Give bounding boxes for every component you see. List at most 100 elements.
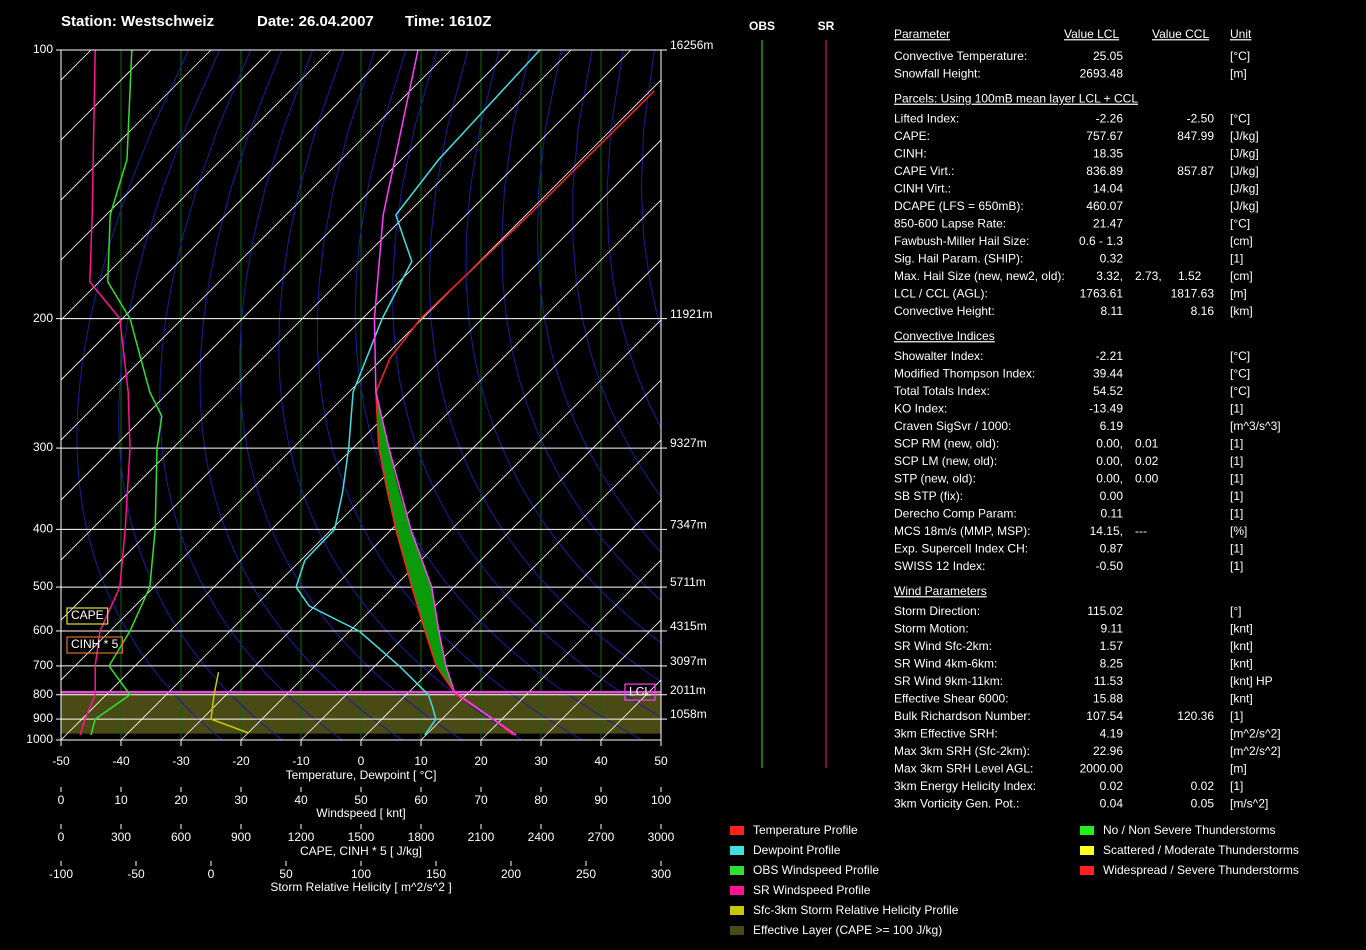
param-label: CINH: xyxy=(894,147,927,161)
dry-adiabat xyxy=(606,50,661,429)
y-tick-label: 200 xyxy=(33,311,53,325)
dry-adiabat xyxy=(572,50,661,498)
height-label: 5711m xyxy=(670,575,706,589)
axis-tick-label: 150 xyxy=(426,867,446,881)
param-label: SCP LM (new, old): xyxy=(894,454,997,468)
param-value: 9.11 xyxy=(1101,622,1124,636)
param-value: 0.11 xyxy=(1101,507,1124,521)
axis-tick-label: 100 xyxy=(651,793,671,807)
param-value: 0.02 xyxy=(1100,779,1124,793)
param-value: 1.57 xyxy=(1100,639,1124,653)
param-unit: [1] xyxy=(1230,472,1243,486)
param-unit: [m] xyxy=(1230,287,1247,301)
param-unit: [m] xyxy=(1230,762,1247,776)
param-value: 14.15, xyxy=(1090,524,1123,538)
param-value: 8.25 xyxy=(1100,657,1124,671)
param-label: MCS 18m/s (MMP, MSP): xyxy=(894,524,1030,538)
isotherm xyxy=(420,499,661,740)
param-value: 0.6 - 1.3 xyxy=(1079,234,1123,248)
param-unit: [m] xyxy=(1230,67,1247,81)
axis-tick-label: 1200 xyxy=(288,830,315,844)
param-unit: [1] xyxy=(1230,779,1243,793)
param-unit: [1] xyxy=(1230,709,1243,723)
y-tick-label: 600 xyxy=(33,623,53,637)
param-value: 847.99 xyxy=(1177,129,1214,143)
dry-adiabat xyxy=(354,50,643,740)
param-label: 850-600 Lapse Rate: xyxy=(894,217,1006,231)
param-label: Convective Temperature: xyxy=(894,49,1027,63)
y-tick-label: 500 xyxy=(33,579,53,593)
param-label: Effective Shear 6000: xyxy=(894,692,1009,706)
dry-adiabat xyxy=(501,50,661,602)
param-unit: [m^2/s^2] xyxy=(1230,727,1281,741)
param-label: Modified Thompson Index: xyxy=(894,367,1035,381)
height-label: 2011m xyxy=(670,683,706,697)
legend-swatch xyxy=(1080,826,1094,835)
isotherm xyxy=(240,319,661,740)
profile-line xyxy=(373,50,517,736)
isotherm-extra xyxy=(61,50,632,621)
param-value: 107.54 xyxy=(1086,709,1123,723)
dry-adiabat xyxy=(118,50,283,740)
profile-line xyxy=(90,50,163,736)
height-label: 7347m xyxy=(670,518,707,532)
axis-label: Temperature, Dewpoint [ °C] xyxy=(286,768,437,782)
param-value: 757.67 xyxy=(1086,129,1123,143)
axis-label: Storm Relative Helicity [ m^2/s^2 ] xyxy=(270,880,451,894)
isotherm-extra xyxy=(61,50,452,441)
param-label: Max. Hail Size (new, new2, old): xyxy=(894,269,1065,283)
axis-tick-label: -50 xyxy=(127,867,145,881)
param-unit: [1] xyxy=(1230,454,1243,468)
x-tick-label: 0 xyxy=(358,754,365,768)
y-tick-label: 700 xyxy=(33,658,53,672)
legend-swatch xyxy=(730,926,744,935)
annotation-label: CINH * 5 xyxy=(71,637,119,651)
param-value: 1763.61 xyxy=(1080,287,1124,301)
isotherm xyxy=(180,259,661,740)
param-value: 0.00, xyxy=(1096,454,1123,468)
param-value: 0.05 xyxy=(1191,797,1215,811)
param-label: DCAPE (LFS = 650mB): xyxy=(894,199,1024,213)
axis-tick-label: 10 xyxy=(114,793,128,807)
legend-swatch xyxy=(730,846,744,855)
isotherm xyxy=(360,439,661,740)
param-value: 0.00 xyxy=(1135,472,1159,486)
param-value: 0.87 xyxy=(1100,542,1124,556)
legend-swatch xyxy=(730,866,744,875)
axis-tick-label: 90 xyxy=(594,793,608,807)
isotherm xyxy=(120,199,661,740)
param-unit: [1] xyxy=(1230,489,1243,503)
param-label: Storm Direction: xyxy=(894,604,980,618)
axis-tick-label: -100 xyxy=(49,867,73,881)
time-title: Time: 1610Z xyxy=(405,13,491,30)
param-label: Lifted Index: xyxy=(894,112,959,126)
x-tick-label: -20 xyxy=(232,754,250,768)
annotation-box xyxy=(66,607,109,625)
param-value: 8.11 xyxy=(1101,304,1124,318)
param-unit: [cm] xyxy=(1230,234,1253,248)
param-value: 0.00, xyxy=(1096,437,1123,451)
param-unit: [°C] xyxy=(1230,217,1250,231)
axis-tick-label: 50 xyxy=(354,793,368,807)
table-header: Value CCL xyxy=(1152,27,1209,41)
param-value: --- xyxy=(1135,524,1147,538)
dry-adiabat xyxy=(807,50,1366,740)
param-value: 0.32 xyxy=(1100,252,1124,266)
dry-adiabat xyxy=(392,50,661,718)
axis-tick-label: 0 xyxy=(58,830,65,844)
param-unit: [J/kg] xyxy=(1230,129,1259,143)
param-value: -2.50 xyxy=(1187,112,1215,126)
param-unit: [%] xyxy=(1230,524,1247,538)
dry-adiabat xyxy=(76,50,223,740)
axis-tick-label: 3000 xyxy=(648,830,675,844)
param-label: SR Wind Sfc-2km: xyxy=(894,639,992,653)
isotherm-extra xyxy=(61,50,332,321)
isotherm xyxy=(61,139,661,740)
isotherm xyxy=(540,619,661,740)
param-value: 39.44 xyxy=(1093,367,1123,381)
cape-area xyxy=(376,398,455,693)
param-value: 2.73, xyxy=(1135,269,1162,283)
param-value: 0.04 xyxy=(1100,797,1124,811)
param-value: 1.52 xyxy=(1178,269,1202,283)
